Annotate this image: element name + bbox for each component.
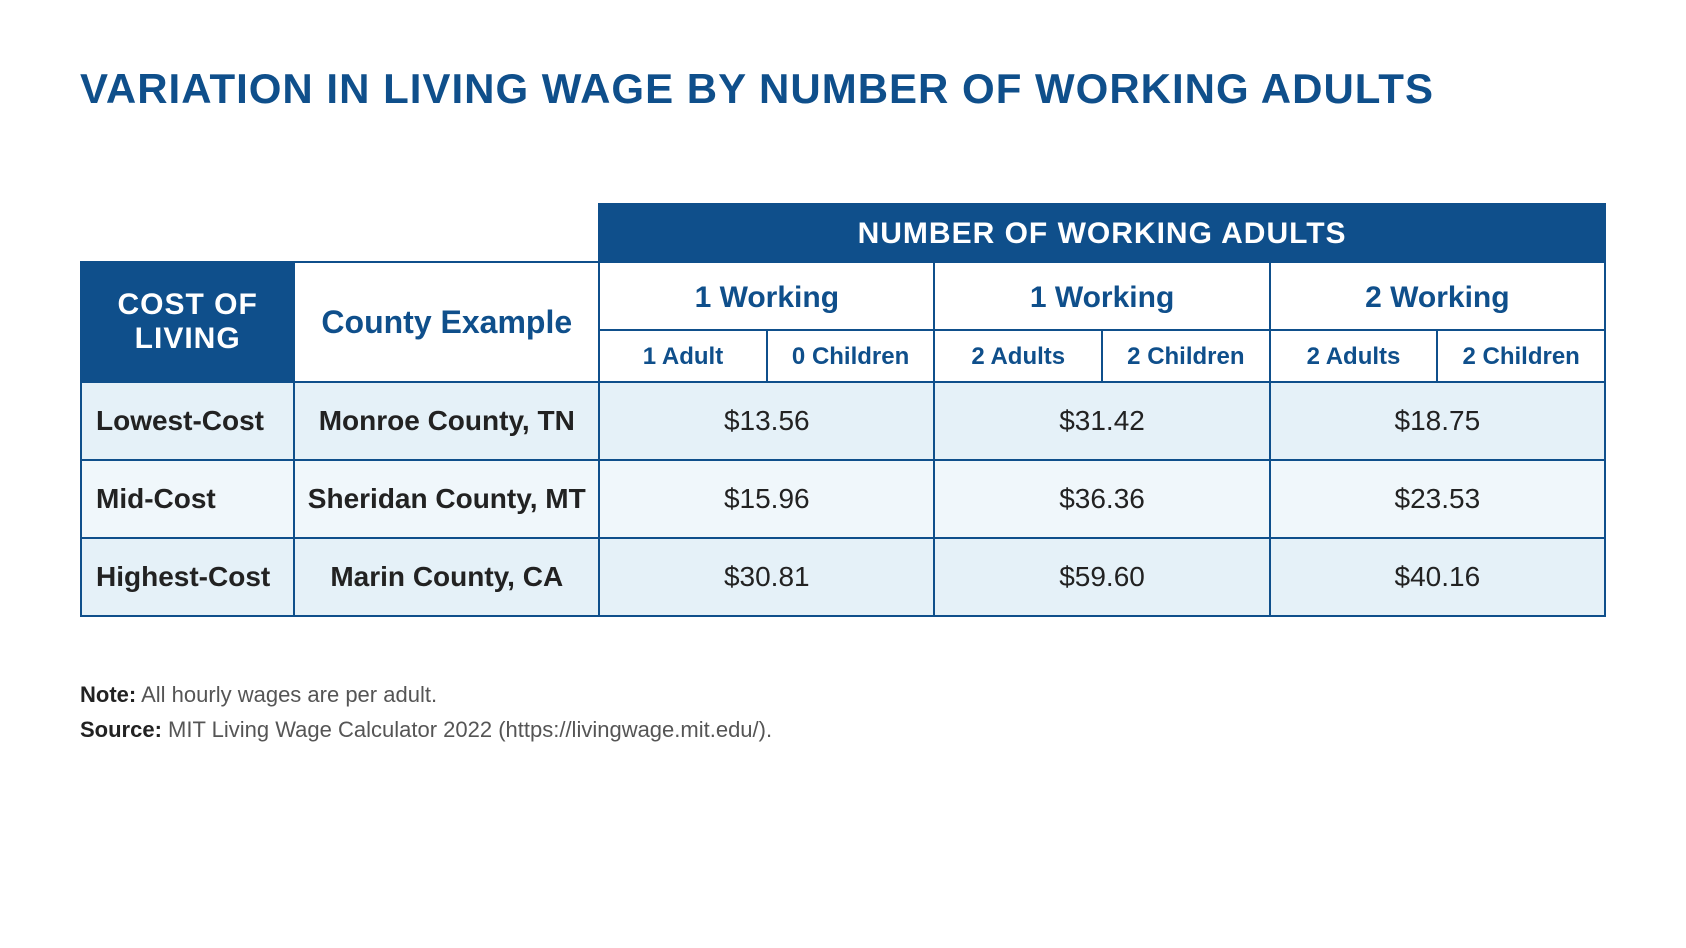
row-county: Sheridan County, MT [294,460,599,538]
page-title: VARIATION IN LIVING WAGE BY NUMBER OF WO… [80,65,1606,113]
sub-header-0-adults: 1 Adult [599,330,767,382]
source-text: MIT Living Wage Calculator 2022 (https:/… [162,717,772,742]
table-row: Mid-Cost Sheridan County, MT $15.96 $36.… [81,460,1605,538]
note-text: All hourly wages are per adult. [136,682,437,707]
cell-value: $18.75 [1270,382,1605,460]
source-label: Source: [80,717,162,742]
cell-value: $23.53 [1270,460,1605,538]
cell-value: $30.81 [599,538,934,616]
row-label: Mid-Cost [81,460,294,538]
table-row: Lowest-Cost Monroe County, TN $13.56 $31… [81,382,1605,460]
sub-header-2-children: 2 Children [1437,330,1605,382]
cell-value: $13.56 [599,382,934,460]
note-label: Note: [80,682,136,707]
cell-value: $31.42 [934,382,1269,460]
row-county: Marin County, CA [294,538,599,616]
sub-header-2-adults: 2 Adults [1270,330,1438,382]
cell-value: $15.96 [599,460,934,538]
group-header-1: 1 Working [934,262,1269,330]
cell-value: $36.36 [934,460,1269,538]
row-county: Monroe County, TN [294,382,599,460]
sub-header-1-children: 2 Children [1102,330,1270,382]
spanner-header: NUMBER OF WORKING ADULTS [599,204,1605,262]
blank-corner [294,204,599,262]
cell-value: $59.60 [934,538,1269,616]
cell-value: $40.16 [1270,538,1605,616]
row-label: Highest-Cost [81,538,294,616]
sub-header-1-adults: 2 Adults [934,330,1102,382]
group-header-0: 1 Working [599,262,934,330]
note-line: Note: All hourly wages are per adult. [80,677,1606,712]
source-line: Source: MIT Living Wage Calculator 2022 … [80,712,1606,747]
group-header-2: 2 Working [1270,262,1605,330]
county-example-header: County Example [294,262,599,382]
table-row: Highest-Cost Marin County, CA $30.81 $59… [81,538,1605,616]
footnotes: Note: All hourly wages are per adult. So… [80,677,1606,747]
blank-corner [81,204,294,262]
living-wage-table: NUMBER OF WORKING ADULTS COST OF LIVING … [80,203,1606,617]
sub-header-0-children: 0 Children [767,330,935,382]
cost-of-living-header: COST OF LIVING [81,262,294,382]
row-label: Lowest-Cost [81,382,294,460]
